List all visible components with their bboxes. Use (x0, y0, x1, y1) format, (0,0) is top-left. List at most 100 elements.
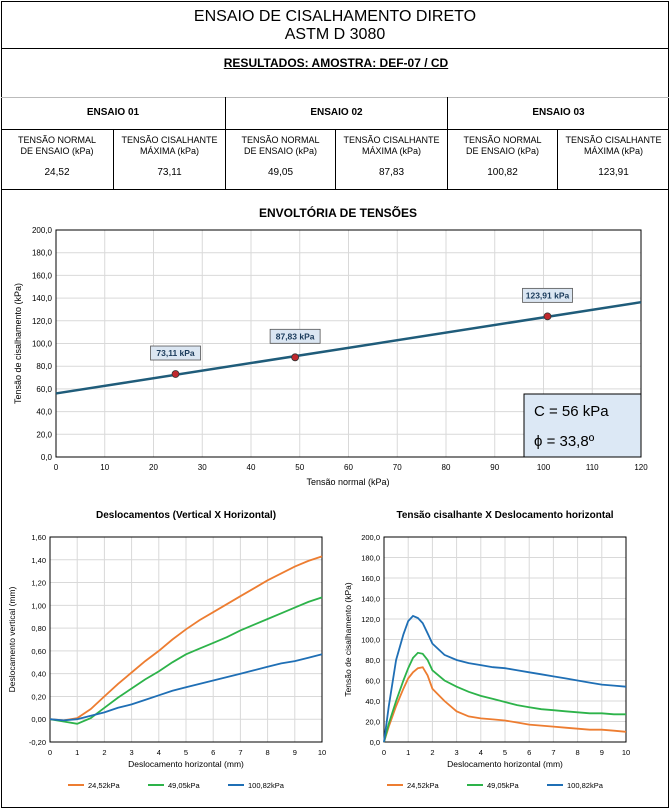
x-tick-label: 6 (527, 748, 531, 757)
report-title: ENSAIO DE CISALHAMENTO DIRETO (193, 8, 477, 25)
x-tick-label: 0 (382, 748, 386, 757)
plot-frame (55, 229, 642, 458)
displacement-chart: Deslocamentos (Vertical X Horizontal) 0 1 2… (7, 510, 326, 790)
x-axis-label: Deslocamento horizontal (mm) (447, 759, 563, 769)
y-tick-label: 140,0 (361, 595, 380, 604)
plot-frame (383, 536, 627, 743)
x-tick-label: 10 (622, 748, 630, 757)
series-line (383, 614, 627, 743)
y-tick-label: 120,0 (361, 615, 380, 624)
legend-label: 49,05kPa (168, 781, 201, 790)
col-shear-line2: MÁXIMA (kPa) (361, 146, 421, 156)
data-point (543, 312, 552, 321)
x-tick-label: 6 (211, 748, 215, 757)
x-tick-label: 1 (75, 748, 79, 757)
test-2-shear-value: 87,83 (378, 167, 405, 178)
x-axis-label: Tensão normal (kPa) (306, 477, 389, 487)
report-standard: ASTM D 3080 (284, 26, 386, 43)
y-tick-label: 1,40 (31, 556, 46, 565)
y-tick-label: 120,0 (32, 317, 53, 326)
y-tick-label: 0,60 (31, 647, 46, 656)
test-3-header: ENSAIO 03 (532, 107, 585, 118)
x-tick-label: 120 (634, 463, 648, 472)
table-bottom-line (1, 189, 669, 190)
test-2-shear-header: TENSÃO CISALHANTE MÁXIMA (kPa) (336, 135, 447, 157)
y-tick-label: 0,0 (41, 453, 53, 462)
x-tick-label: 3 (130, 748, 134, 757)
y-tick-label: 1,20 (31, 579, 46, 588)
legend-label: 49,05kPa (487, 781, 520, 790)
sample-subtitle: RESULTADOS: AMOSTRA: DEF-07 / CD (0, 56, 672, 70)
shear-displacement-chart: Tensão cisalhante X Deslocamento horizon… (343, 510, 630, 790)
y-tick-label: 20,0 (365, 718, 380, 727)
x-tick-label: 10 (100, 463, 109, 472)
table-top-line (1, 97, 669, 98)
x-tick-label: 5 (184, 748, 188, 757)
test-2-normal-value: 49,05 (267, 167, 294, 178)
y-tick-label: 1,60 (31, 533, 46, 542)
chart-title: Tensão cisalhante X Deslocamento horizon… (396, 510, 613, 521)
legend-label: 24,52kPa (407, 781, 440, 790)
envelope-fit-line (55, 300, 642, 395)
x-tick-label: 0 (54, 463, 59, 472)
cohesion-value: C = 56 kPa (534, 403, 609, 420)
col-shear-line1: TENSÃO CISALHANTE (343, 135, 440, 145)
col-normal-line1: TENSÃO NORMAL (241, 135, 320, 145)
x-tick-label: 4 (479, 748, 483, 757)
x-axis-label: Deslocamento horizontal (mm) (128, 759, 244, 769)
col-normal-line2: DE ENSAIO (kPa) (465, 146, 539, 156)
table-divider-1 (225, 97, 226, 189)
data-label-box (150, 345, 201, 361)
chart-title: ENVOLTÓRIA DE TENSÕES (259, 205, 417, 220)
x-tick-label: 9 (293, 748, 297, 757)
test-3-shear-value: 123,91 (598, 167, 629, 178)
table-subdivider-1 (113, 129, 114, 189)
legend-label: 24,52kPa (88, 781, 121, 790)
y-tick-label: 60,0 (36, 385, 52, 394)
legend-label: 100,82kPa (567, 781, 604, 790)
test-1-normal-header: TENSÃO NORMAL DE ENSAIO (kPa) (1, 135, 113, 157)
col-normal-line1: TENSÃO NORMAL (17, 135, 96, 145)
data-label: 87,83 kPa (276, 331, 315, 341)
x-tick-label: 8 (576, 748, 580, 757)
test-2-normal-header: TENSÃO NORMAL DE ENSAIO (kPa) (226, 135, 335, 157)
sample-subtitle-text: RESULTADOS: AMOSTRA: DEF-07 / CD (223, 56, 449, 70)
y-tick-label: 160,0 (361, 574, 380, 583)
x-tick-label: 5 (503, 748, 507, 757)
plot-frame (49, 536, 323, 743)
x-tick-label: 60 (344, 463, 353, 472)
series-line (383, 651, 626, 743)
table-divider-2 (447, 97, 448, 189)
data-point (291, 353, 300, 362)
y-tick-label: -0,20 (29, 738, 46, 747)
x-tick-label: 70 (393, 463, 402, 472)
y-tick-label: 200,0 (32, 226, 53, 235)
chart-title: Deslocamentos (Vertical X Horizontal) (96, 510, 276, 521)
y-axis-label: Deslocamento vertical (mm) (7, 586, 17, 692)
parameters-box (523, 393, 642, 458)
y-tick-label: 100,0 (32, 340, 53, 349)
test-3-shear-header: TENSÃO CISALHANTE MÁXIMA (kPa) (558, 135, 669, 157)
y-tick-label: 200,0 (361, 533, 380, 542)
test-3-normal-value: 100,82 (487, 167, 518, 178)
test-1-shear-value: 73,11 (157, 167, 182, 178)
x-tick-label: 8 (266, 748, 270, 757)
y-tick-label: 20,0 (36, 430, 52, 439)
y-tick-label: 40,0 (365, 697, 380, 706)
data-label-box (269, 328, 321, 344)
x-tick-label: 50 (295, 463, 304, 472)
y-tick-label: 100,0 (361, 636, 380, 645)
col-shear-line1: TENSÃO CISALHANTE (121, 135, 218, 145)
y-tick-label: 0,20 (31, 692, 46, 701)
data-point (171, 370, 180, 378)
y-tick-label: 40,0 (36, 408, 52, 417)
y-tick-label: 80,0 (365, 656, 380, 665)
col-normal-line2: DE ENSAIO (kPa) (243, 146, 317, 156)
x-tick-label: 40 (247, 463, 256, 472)
x-tick-label: 20 (149, 463, 158, 472)
x-tick-label: 10 (318, 748, 326, 757)
table-subdivider-2 (335, 129, 336, 189)
x-tick-label: 9 (600, 748, 604, 757)
col-normal-line2: DE ENSAIO (kPa) (20, 146, 94, 156)
col-shear-line2: MÁXIMA (kPa) (583, 146, 643, 156)
